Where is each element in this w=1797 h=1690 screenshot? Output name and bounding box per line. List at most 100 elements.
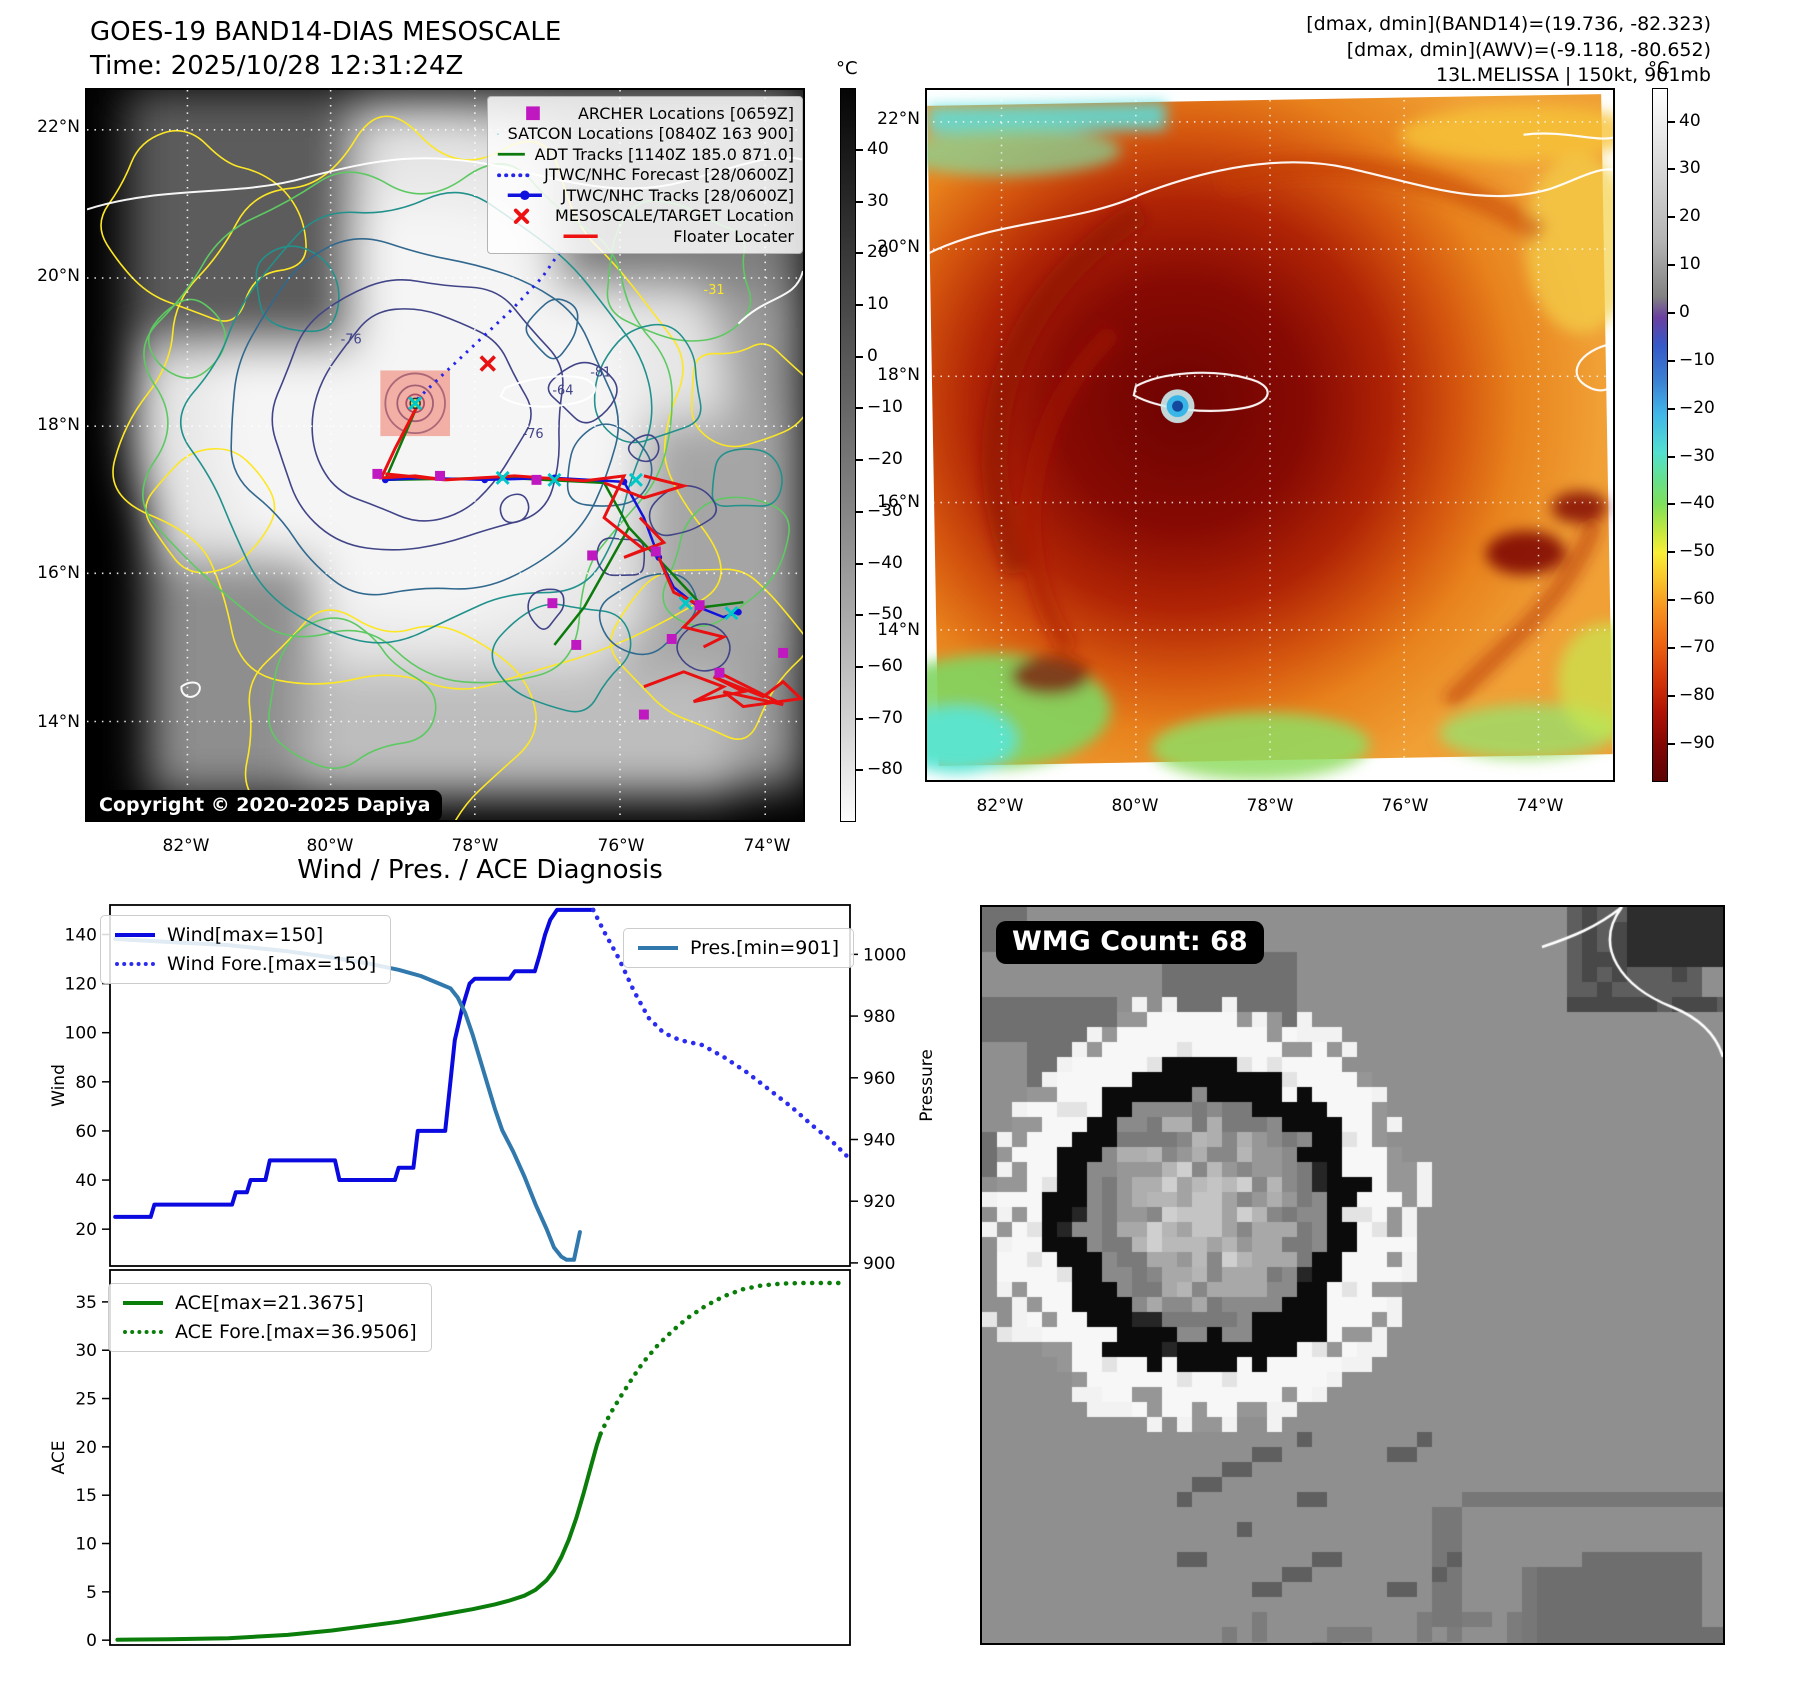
cb1-tick [856, 355, 863, 358]
band14-map: -76 -64 -81 -76 -31 ARCHER Locations [0659Z]… [85, 88, 805, 822]
awv-satellite-image [927, 94, 1613, 780]
band14-lat-label: 18°N [37, 415, 80, 435]
cb2-tick [1668, 599, 1675, 602]
band14-lon-label: 82°W [162, 836, 210, 856]
cb2-tick [1668, 455, 1675, 458]
cb2-tick [1668, 551, 1675, 554]
svg-text:25: 25 [75, 1390, 97, 1410]
legend-item: JTWC/NHC Tracks [28/0600Z] [496, 185, 794, 206]
awv-lon-label: 80°W [1111, 796, 1159, 816]
svg-text:-64: -64 [552, 383, 573, 398]
diagnosis-panel: Wind / Pres. / ACE Diagnosis 20 40 60 80 100… [40, 855, 1000, 1655]
band14-lon-label: 78°W [451, 836, 499, 856]
legend-item: Floater Locater [496, 226, 794, 247]
cb1-tick [856, 665, 863, 668]
legend-item: SATCON Locations [0840Z 163 900] [496, 124, 794, 145]
band14-colorbar-unit: °C [836, 58, 858, 79]
cb1-tick-label: −50 [867, 604, 903, 625]
legend-item-label: Floater Locater [673, 226, 794, 246]
svg-text:1000: 1000 [863, 945, 906, 965]
awv-lon-label: 74°W [1516, 796, 1564, 816]
cb2-tick [1668, 264, 1675, 267]
svg-text:5: 5 [86, 1583, 97, 1603]
legend-item-label: ACE[max=21.3675] [175, 1292, 364, 1314]
svg-text:120: 120 [65, 975, 97, 995]
square-marker-icon [526, 106, 540, 121]
cb2-tick [1668, 311, 1675, 314]
band14-lon-label: 74°W [743, 836, 791, 856]
legend-item: JTWC/NHC Forecast [28/0600Z] [496, 165, 794, 186]
awv-lat-label: 14°N [877, 620, 920, 640]
awv-map [925, 88, 1615, 782]
wmg-image-panel: WMG Count: 68 [980, 905, 1725, 1645]
cb2-tick [1668, 646, 1675, 649]
band14-colorbar [840, 88, 856, 822]
svg-text:100: 100 [65, 1024, 97, 1044]
storm-id-intensity: 13L.MELISSA | 150kt, 901mb [1436, 64, 1711, 87]
svg-text:0: 0 [86, 1631, 97, 1651]
cb2-tick-label: −70 [1679, 636, 1715, 657]
legend-item-label: Wind Fore.[max=150] [167, 953, 377, 975]
svg-text:15: 15 [75, 1486, 97, 1506]
cb1-tick-label: −30 [867, 500, 903, 521]
svg-text:-76: -76 [341, 333, 362, 348]
legend-item: ACE[max=21.3675] [123, 1292, 417, 1314]
awv-lat-label: 16°N [877, 492, 920, 512]
svg-text:20: 20 [75, 1438, 97, 1458]
cb2-tick-label: −20 [1679, 397, 1715, 418]
svg-text:ACE: ACE [49, 1441, 69, 1475]
cb2-tick-label: 30 [1679, 158, 1701, 179]
legend-item: Wind Fore.[max=150] [115, 953, 376, 975]
cb1-tick [856, 304, 863, 307]
x-marker-icon [513, 208, 530, 224]
band14-lat-label: 14°N [37, 712, 80, 732]
dotted-marker-icon [497, 172, 536, 177]
awv-dmax-awv: [dmax, dmin](AWV)=(-9.118, -80.652) [1346, 38, 1711, 61]
legend-item-label: ARCHER Locations [0659Z] [577, 103, 794, 123]
legend-swatch [123, 1330, 163, 1334]
awv-lon-label: 82°W [976, 796, 1024, 816]
legend-swatch [123, 1301, 163, 1305]
awv-lon-label: 78°W [1246, 796, 1294, 816]
cb1-tick-label: −80 [867, 759, 903, 780]
cb2-tick [1668, 694, 1675, 697]
cb2-tick-label: −90 [1679, 732, 1715, 753]
cb2-tick-label: −30 [1679, 445, 1715, 466]
awv-lat-label: 20°N [877, 237, 920, 257]
cb2-tick-label: −80 [1679, 684, 1715, 705]
awv-dmax-band14: [dmax, dmin](BAND14)=(19.736, -82.323) [1306, 13, 1711, 35]
cb2-tick-label: −60 [1679, 589, 1715, 610]
svg-text:40: 40 [75, 1171, 97, 1191]
cb2-tick-label: 40 [1679, 110, 1701, 131]
awv-lon-label: 76°W [1381, 796, 1429, 816]
cb1-tick-label: 10 [867, 294, 889, 315]
cb2-tick [1668, 216, 1675, 219]
cb1-tick [856, 252, 863, 255]
awv-header: [dmax, dmin](BAND14)=(19.736, -82.323) [… [1306, 12, 1711, 89]
cb1-tick-label: −60 [867, 655, 903, 676]
cb2-tick [1668, 503, 1675, 506]
band14-title: GOES-19 BAND14-DIAS MESOSCALE [90, 17, 562, 47]
svg-text:-76: -76 [523, 427, 544, 442]
cb1-tick-label: 20 [867, 242, 889, 263]
legend-item-label: ACE Fore.[max=36.9506] [175, 1321, 417, 1343]
svg-text:-81: -81 [590, 365, 611, 380]
cb1-tick-label: 30 [867, 190, 889, 211]
cb2-tick-label: 20 [1679, 206, 1701, 227]
legend-item: ARCHER Locations [0659Z] [496, 103, 794, 124]
svg-text:960: 960 [863, 1069, 895, 1089]
svg-text:Wind: Wind [49, 1064, 69, 1107]
cb1-tick-label: −70 [867, 707, 903, 728]
legend-swatch [638, 946, 678, 950]
diagnosis-title: Wind / Pres. / ACE Diagnosis [297, 855, 663, 885]
cb1-tick [856, 717, 863, 720]
band14-lat-label: 22°N [37, 117, 80, 137]
wmg-count-badge: WMG Count: 68 [996, 921, 1264, 964]
legend-item: Wind[max=150] [115, 924, 376, 946]
svg-text:-31: -31 [704, 283, 725, 298]
svg-text:Pressure: Pressure [917, 1049, 937, 1122]
legend-swatch [115, 962, 155, 966]
cb2-tick-label: 0 [1679, 301, 1690, 322]
cb2-tick-label: −40 [1679, 493, 1715, 514]
svg-text:980: 980 [863, 1007, 895, 1027]
